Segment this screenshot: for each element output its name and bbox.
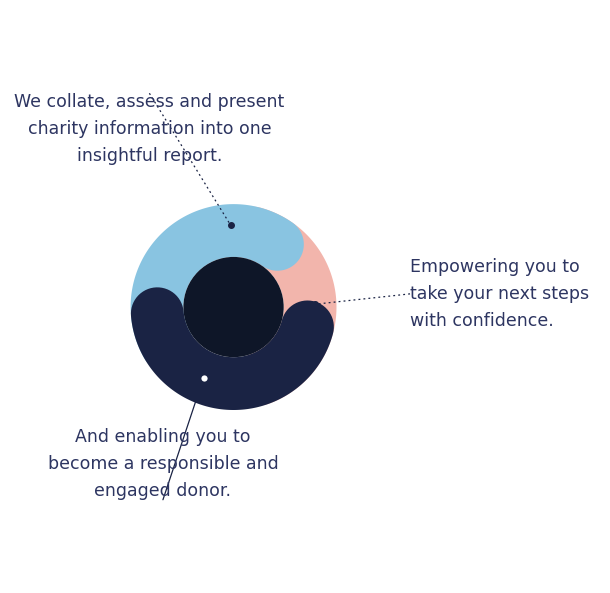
Circle shape	[184, 257, 284, 357]
Polygon shape	[131, 288, 334, 410]
Text: We collate, assess and present
charity information into one
insightful report.: We collate, assess and present charity i…	[14, 93, 284, 165]
Text: And enabling you to
become a responsible and
engaged donor.: And enabling you to become a responsible…	[48, 428, 278, 500]
Polygon shape	[227, 207, 337, 406]
Text: Empowering you to
take your next steps
with confidence.: Empowering you to take your next steps w…	[410, 258, 589, 330]
Polygon shape	[131, 204, 304, 372]
